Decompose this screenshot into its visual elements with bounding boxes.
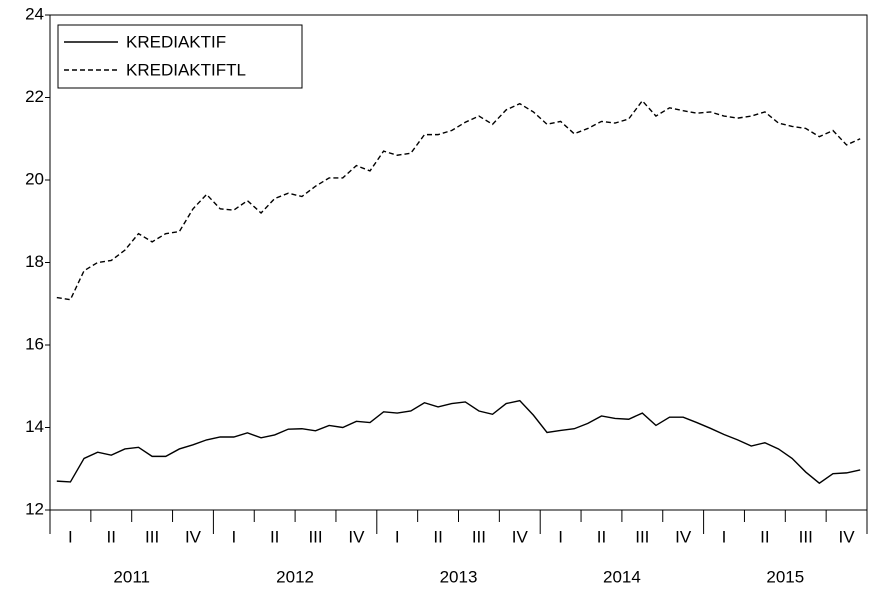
legend-box bbox=[57, 24, 303, 89]
x-tick-label: IV bbox=[512, 527, 529, 546]
y-tick-label: 14 bbox=[25, 417, 44, 436]
year-label: 2011 bbox=[113, 567, 150, 586]
year-label: 2013 bbox=[440, 567, 478, 586]
x-tick-label: IV bbox=[675, 527, 692, 546]
x-tick-label: I bbox=[558, 527, 563, 546]
x-tick-label: I bbox=[395, 527, 400, 546]
x-tick-label: III bbox=[472, 527, 486, 546]
y-tick-label: 24 bbox=[25, 4, 44, 23]
y-tick-label: 18 bbox=[25, 252, 44, 271]
series-line bbox=[56, 399, 861, 485]
x-tick-label: II bbox=[107, 527, 116, 546]
y-tick-label: 22 bbox=[25, 87, 44, 106]
x-tick-label: IV bbox=[185, 527, 202, 546]
plot-frame bbox=[49, 14, 868, 511]
y-tick-label: 12 bbox=[25, 499, 44, 518]
y-tick-label: 20 bbox=[25, 169, 44, 188]
year-label: 2015 bbox=[766, 567, 804, 586]
x-tick-label: III bbox=[308, 527, 322, 546]
x-tick-label: IV bbox=[839, 527, 856, 546]
x-tick-label: IV bbox=[348, 527, 365, 546]
x-tick-label: II bbox=[270, 527, 279, 546]
x-tick-label: III bbox=[145, 527, 159, 546]
year-label: 2014 bbox=[603, 567, 641, 586]
legend-label: KREDIAKTIF bbox=[126, 32, 226, 51]
x-tick-label: I bbox=[68, 527, 73, 546]
x-tick-label: II bbox=[597, 527, 606, 546]
year-label: 2012 bbox=[276, 567, 314, 586]
x-tick-label: III bbox=[635, 527, 649, 546]
legend-label: KREDIAKTIFTL bbox=[126, 60, 246, 79]
x-tick-label: II bbox=[760, 527, 769, 546]
x-tick-label: I bbox=[231, 527, 236, 546]
x-tick-label: II bbox=[433, 527, 442, 546]
x-tick-label: III bbox=[799, 527, 813, 546]
series-line bbox=[56, 99, 861, 301]
x-tick-label: I bbox=[722, 527, 727, 546]
y-tick-label: 16 bbox=[25, 334, 44, 353]
